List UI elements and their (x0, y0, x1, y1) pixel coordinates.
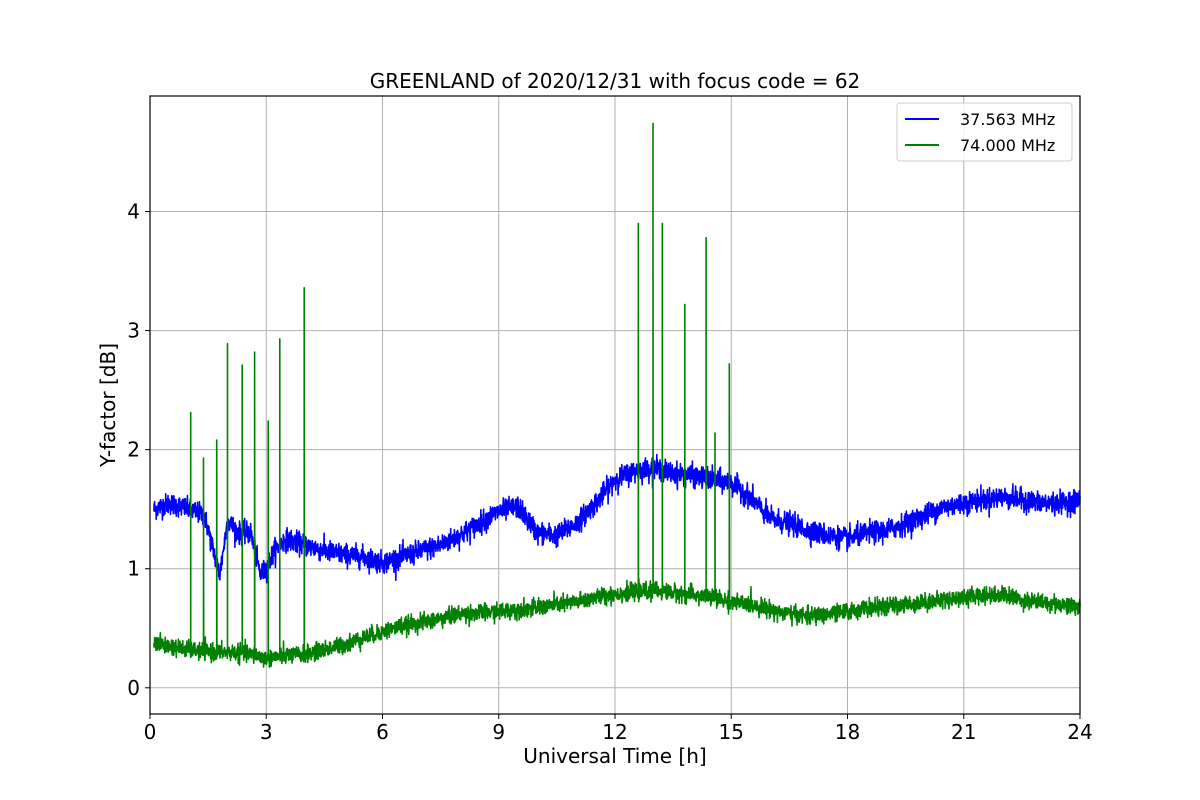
legend: 37.563 MHz 74.000 MHz (896, 102, 1073, 162)
legend-label-series-1: 37.563 MHz (960, 110, 1055, 129)
x-tick-label: 24 (1067, 720, 1092, 744)
x-tick-label: 0 (144, 720, 157, 744)
legend-box (896, 102, 1073, 162)
y-axis-label: Y-factor [dB] (96, 343, 120, 468)
y-tick-label: 1 (127, 557, 140, 581)
x-tick-label: 3 (260, 720, 273, 744)
series-line-2 (153, 122, 1081, 668)
x-tick-label: 6 (376, 720, 389, 744)
x-axis-label: Universal Time [h] (523, 744, 706, 768)
y-tick-label: 0 (127, 676, 140, 700)
legend-label-series-2: 74.000 MHz (960, 136, 1055, 155)
y-tick-label: 4 (127, 200, 140, 224)
x-tick-label: 12 (602, 720, 627, 744)
y-tick-label: 2 (127, 438, 140, 462)
chart-title: GREENLAND of 2020/12/31 with focus code … (370, 69, 861, 93)
series-layer (153, 122, 1081, 668)
x-tick-label: 15 (719, 720, 744, 744)
series-line-1 (153, 453, 1081, 584)
x-tick-label: 21 (951, 720, 976, 744)
x-tick-label: 9 (492, 720, 505, 744)
y-tick-label: 3 (127, 319, 140, 343)
x-tick-label: 18 (835, 720, 860, 744)
